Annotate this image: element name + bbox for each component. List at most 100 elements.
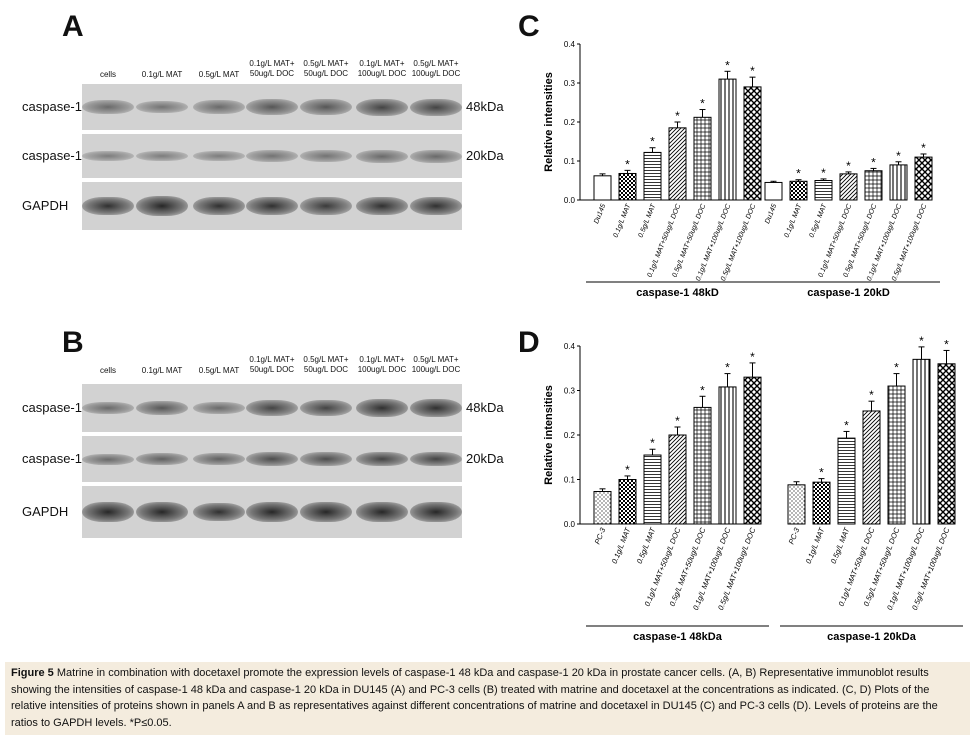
blot-band bbox=[410, 399, 462, 417]
lane-label: cells bbox=[99, 70, 116, 79]
blot-band bbox=[246, 197, 298, 215]
significance-marker: * bbox=[821, 166, 826, 180]
bar bbox=[787, 484, 806, 525]
blot-band bbox=[246, 400, 298, 416]
y-tick-label: 0.0 bbox=[564, 196, 576, 205]
blot-band bbox=[136, 101, 188, 113]
blot-band bbox=[193, 151, 245, 161]
significance-marker: * bbox=[944, 337, 949, 351]
lane-label: 0.5g/L MAT+ 100ug/L DOC bbox=[411, 355, 461, 374]
blot-band bbox=[356, 399, 408, 417]
blot-band bbox=[82, 100, 134, 114]
lane-label: 0.5g/L MAT+ 100ug/L DOC bbox=[411, 59, 461, 78]
bar bbox=[668, 127, 687, 201]
blot-strip bbox=[82, 436, 462, 482]
blot-strip bbox=[82, 84, 462, 130]
bar bbox=[937, 363, 956, 525]
blot-band bbox=[300, 197, 352, 215]
blot-band bbox=[136, 401, 188, 415]
category-label: 0.1g/L MAT bbox=[613, 202, 633, 238]
lane-label: 0.1g/L MAT+ 100ug/L DOC bbox=[357, 59, 407, 78]
blot-band bbox=[300, 150, 352, 162]
bar bbox=[693, 406, 712, 525]
significance-marker: * bbox=[819, 466, 824, 480]
category-label: 0.5g/L MAT bbox=[829, 525, 852, 565]
y-axis-label: Relative intensities bbox=[543, 385, 555, 485]
blot-band bbox=[82, 402, 134, 414]
bar bbox=[887, 385, 906, 525]
blot-band bbox=[300, 502, 352, 522]
bar bbox=[839, 173, 858, 201]
blot-band bbox=[136, 502, 188, 522]
y-tick-label: 0.4 bbox=[564, 40, 576, 49]
category-label: 0.5g/L MAT bbox=[638, 202, 658, 238]
caption-text: Matrine in combination with docetaxel pr… bbox=[11, 667, 938, 729]
group-label: caspase-1 48kDa bbox=[633, 631, 723, 643]
blot-band bbox=[136, 453, 188, 465]
bar bbox=[912, 358, 931, 525]
caption-figure-label: Figure 5 bbox=[11, 667, 54, 679]
blot-band bbox=[410, 197, 462, 215]
blot-strip bbox=[82, 486, 462, 538]
blot-row-label: caspase-1 bbox=[22, 148, 82, 163]
category-label: 0.1g/L MAT bbox=[804, 525, 827, 565]
category-label: 0.5g/L MAT bbox=[809, 202, 829, 238]
molecular-weight-label: 48kDa bbox=[466, 400, 504, 415]
bar bbox=[618, 479, 637, 525]
blot-band bbox=[82, 151, 134, 161]
significance-marker: * bbox=[675, 414, 680, 428]
significance-marker: * bbox=[625, 157, 630, 171]
lane-label: 0.5g/L MAT bbox=[198, 366, 240, 375]
significance-marker: * bbox=[750, 64, 755, 78]
blot-band bbox=[246, 502, 298, 522]
lane-label: 0.5g/L MAT+ 50ug/L DOC bbox=[303, 355, 349, 374]
bar bbox=[718, 78, 737, 201]
y-tick-label: 0.2 bbox=[564, 431, 576, 440]
category-label: 0.5g/L MAT bbox=[635, 525, 658, 565]
significance-marker: * bbox=[919, 334, 924, 348]
blot-band bbox=[193, 197, 245, 215]
blot-band bbox=[300, 452, 352, 466]
lane-label: 0.1g/L MAT bbox=[141, 70, 183, 79]
bar bbox=[764, 181, 783, 201]
bar bbox=[718, 386, 737, 525]
significance-marker: * bbox=[894, 361, 899, 375]
y-tick-label: 0.1 bbox=[564, 157, 576, 166]
blot-band bbox=[193, 453, 245, 465]
significance-marker: * bbox=[921, 141, 926, 155]
blot-row-label: caspase-1 bbox=[22, 400, 82, 415]
blot-band bbox=[356, 452, 408, 466]
blot-band bbox=[356, 98, 408, 116]
lane-label: 0.1g/L MAT+ 50ug/L DOC bbox=[249, 355, 295, 374]
bar bbox=[814, 180, 833, 201]
blot-strip bbox=[82, 384, 462, 432]
molecular-weight-label: 48kDa bbox=[466, 99, 504, 114]
y-tick-label: 0.3 bbox=[564, 79, 576, 88]
significance-marker: * bbox=[700, 383, 705, 397]
blot-band bbox=[246, 150, 298, 162]
blot-band bbox=[82, 502, 134, 522]
blot-row-label: GAPDH bbox=[22, 504, 69, 519]
bar-chart-d: 0.0 0.1 0.2 0.3 0.4 Relative intensities PC-3 *… bbox=[543, 334, 963, 643]
blot-band bbox=[82, 453, 134, 465]
y-axis-label: Relative intensities bbox=[543, 72, 555, 172]
bar bbox=[864, 170, 883, 201]
category-label: PC-3 bbox=[787, 526, 802, 546]
panel-label-a: A bbox=[62, 10, 84, 43]
significance-marker: * bbox=[725, 58, 730, 72]
category-label: 0.1g/L MAT bbox=[610, 525, 633, 565]
significance-marker: * bbox=[750, 350, 755, 364]
panel-label-b: B bbox=[62, 326, 84, 359]
significance-marker: * bbox=[844, 418, 849, 432]
group-label: caspase-1 20kDa bbox=[827, 631, 917, 643]
blot-band bbox=[356, 197, 408, 215]
blot-band bbox=[410, 502, 462, 522]
bar bbox=[643, 454, 662, 525]
category-label: 0.1g/L MAT bbox=[784, 202, 804, 238]
bar bbox=[693, 116, 712, 201]
category-label: PC-3 bbox=[593, 526, 608, 546]
lane-label: 0.1g/L MAT+ 100ug/L DOC bbox=[357, 355, 407, 374]
blot-band bbox=[82, 197, 134, 215]
bar-chart-c: 0.0 0.1 0.2 0.3 0.4 Relative intensities Du145… bbox=[543, 40, 940, 299]
bar bbox=[914, 156, 933, 201]
